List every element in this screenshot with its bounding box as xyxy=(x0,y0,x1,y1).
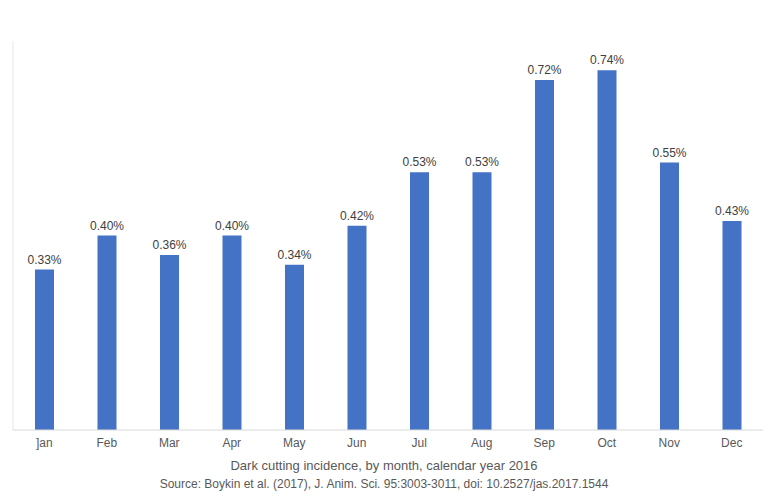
svg-text:0.34%: 0.34% xyxy=(277,248,311,262)
svg-text:Jun: Jun xyxy=(347,436,366,450)
svg-text:Sep: Sep xyxy=(534,436,556,450)
svg-text:0.42%: 0.42% xyxy=(340,209,374,223)
svg-text:Jul: Jul xyxy=(412,436,427,450)
svg-text:0.53%: 0.53% xyxy=(465,155,499,169)
html-text:Source: Boykin et al. (2017),: Source: Boykin et al. (2017), J. Anim. S… xyxy=(159,477,609,491)
svg-text:0.74%: 0.74% xyxy=(590,53,624,67)
svg-text:0.43%: 0.43% xyxy=(715,204,749,218)
svg-text:Dec: Dec xyxy=(721,436,742,450)
svg-text:Apr: Apr xyxy=(222,436,241,450)
svg-text:0.40%: 0.40% xyxy=(215,219,249,233)
svg-text:Oct: Oct xyxy=(597,436,616,450)
svg-text:0.33%: 0.33% xyxy=(27,253,61,267)
svg-text:0.53%: 0.53% xyxy=(402,155,436,169)
svg-text:Mar: Mar xyxy=(159,436,180,450)
svg-text:]an: ]an xyxy=(36,436,53,450)
svg-text:May: May xyxy=(283,436,306,450)
svg-text:0.55%: 0.55% xyxy=(652,146,686,160)
svg-text:0.36%: 0.36% xyxy=(152,238,186,252)
svg-text:0.40%: 0.40% xyxy=(90,219,124,233)
svg-text:Aug: Aug xyxy=(471,436,492,450)
svg-text:Feb: Feb xyxy=(96,436,117,450)
html-text:Dark cutting incidence, by mon: Dark cutting incidence, by month, calend… xyxy=(230,458,538,473)
svg-text:Nov: Nov xyxy=(659,436,680,450)
svg-text:0.72%: 0.72% xyxy=(527,63,561,77)
